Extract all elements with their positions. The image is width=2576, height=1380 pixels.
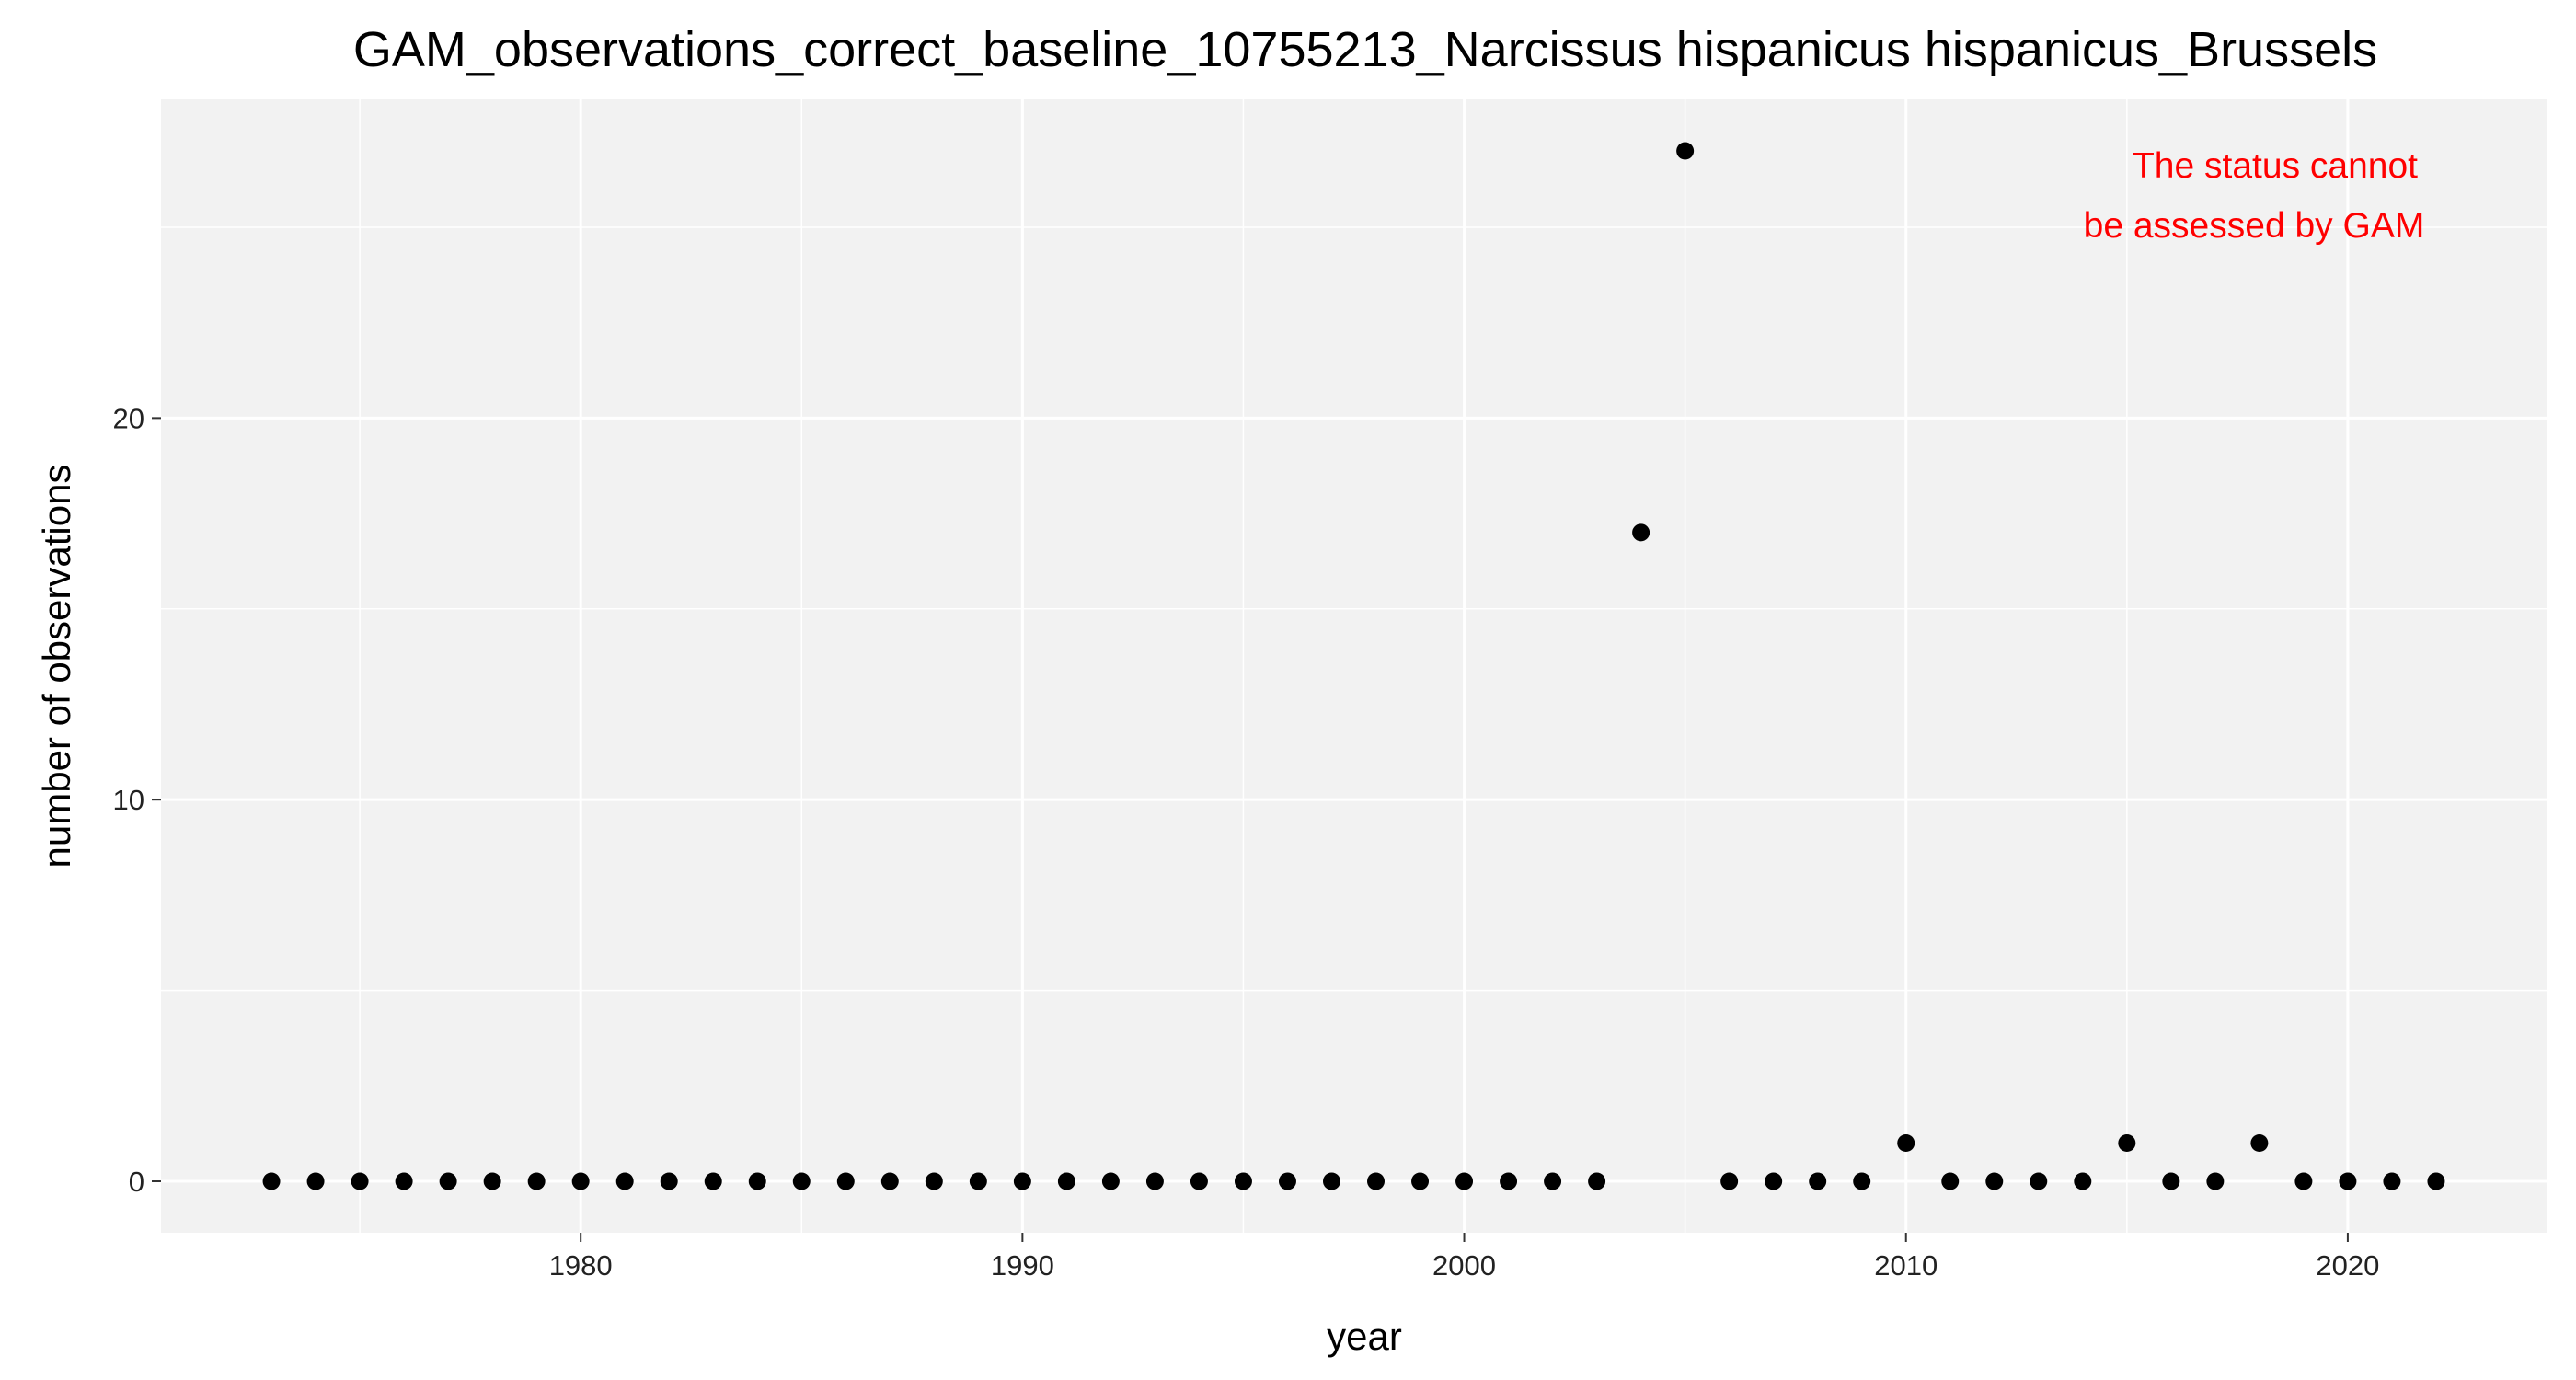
data-point bbox=[969, 1172, 987, 1190]
data-point bbox=[483, 1172, 501, 1190]
data-point bbox=[1234, 1172, 1252, 1190]
data-point bbox=[1809, 1172, 1827, 1190]
data-point bbox=[836, 1172, 855, 1190]
data-point bbox=[439, 1172, 457, 1190]
data-point bbox=[306, 1172, 325, 1190]
data-point bbox=[925, 1172, 943, 1190]
data-point bbox=[1985, 1172, 2004, 1190]
x-tick-label: 1980 bbox=[549, 1249, 613, 1282]
data-point bbox=[2250, 1134, 2269, 1153]
data-point bbox=[2118, 1134, 2136, 1153]
annotation-line-2: be assessed by GAM bbox=[2084, 206, 2425, 246]
data-point bbox=[660, 1172, 678, 1190]
data-point bbox=[1941, 1172, 1960, 1190]
data-point bbox=[704, 1172, 722, 1190]
data-point bbox=[1145, 1172, 1164, 1190]
data-point bbox=[571, 1172, 590, 1190]
data-point bbox=[2427, 1172, 2445, 1190]
data-point bbox=[351, 1172, 369, 1190]
x-tick-label: 2020 bbox=[2316, 1249, 2379, 1282]
x-tick-label: 2010 bbox=[1874, 1249, 1938, 1282]
data-point bbox=[1632, 523, 1650, 542]
data-point bbox=[1057, 1172, 1075, 1190]
data-point bbox=[262, 1172, 281, 1190]
x-axis: 1980 1990 2000 2010 2020 bbox=[549, 1233, 2379, 1282]
data-point bbox=[1190, 1172, 1208, 1190]
data-point bbox=[1322, 1172, 1340, 1190]
chart-title: GAM_observations_correct_baseline_107552… bbox=[353, 22, 2377, 77]
minor-gridlines bbox=[161, 99, 2547, 1233]
annotation-line-1: The status cannot bbox=[2133, 146, 2418, 186]
y-tick-label: 0 bbox=[129, 1166, 144, 1198]
data-point bbox=[1013, 1172, 1031, 1190]
major-gridlines bbox=[161, 99, 2547, 1233]
data-point bbox=[1544, 1172, 1562, 1190]
data-point bbox=[1367, 1172, 1386, 1190]
data-point bbox=[1897, 1134, 1915, 1153]
plot-panel bbox=[161, 99, 2547, 1233]
data-point bbox=[1500, 1172, 1518, 1190]
data-point bbox=[1411, 1172, 1430, 1190]
data-point bbox=[1676, 142, 1695, 160]
data-point bbox=[1720, 1172, 1739, 1190]
data-point bbox=[615, 1172, 634, 1190]
data-point bbox=[880, 1172, 899, 1190]
x-axis-title: year bbox=[1327, 1315, 1402, 1358]
data-point bbox=[2074, 1172, 2092, 1190]
x-tick-label: 2000 bbox=[1432, 1249, 1496, 1282]
data-point bbox=[2294, 1172, 2313, 1190]
y-tick-label: 10 bbox=[113, 784, 144, 816]
data-point bbox=[792, 1172, 811, 1190]
data-point bbox=[1853, 1172, 1871, 1190]
y-axis-title: number of observations bbox=[35, 465, 78, 868]
data-point bbox=[2339, 1172, 2357, 1190]
y-tick-label: 20 bbox=[113, 402, 144, 434]
data-point bbox=[2206, 1172, 2225, 1190]
data-point bbox=[527, 1172, 546, 1190]
data-point bbox=[748, 1172, 766, 1190]
data-point bbox=[1588, 1172, 1606, 1190]
x-tick-label: 1990 bbox=[991, 1249, 1054, 1282]
data-point bbox=[1101, 1172, 1120, 1190]
data-point bbox=[2030, 1172, 2048, 1190]
data-point bbox=[1765, 1172, 1783, 1190]
data-point bbox=[1278, 1172, 1296, 1190]
data-point bbox=[395, 1172, 413, 1190]
data-point bbox=[2162, 1172, 2180, 1190]
y-axis: 0 10 20 bbox=[113, 402, 161, 1198]
data-point bbox=[1455, 1172, 1474, 1190]
data-points bbox=[262, 142, 2445, 1190]
status-annotation: The status cannot be assessed by GAM bbox=[2084, 146, 2425, 246]
data-point bbox=[2383, 1172, 2401, 1190]
